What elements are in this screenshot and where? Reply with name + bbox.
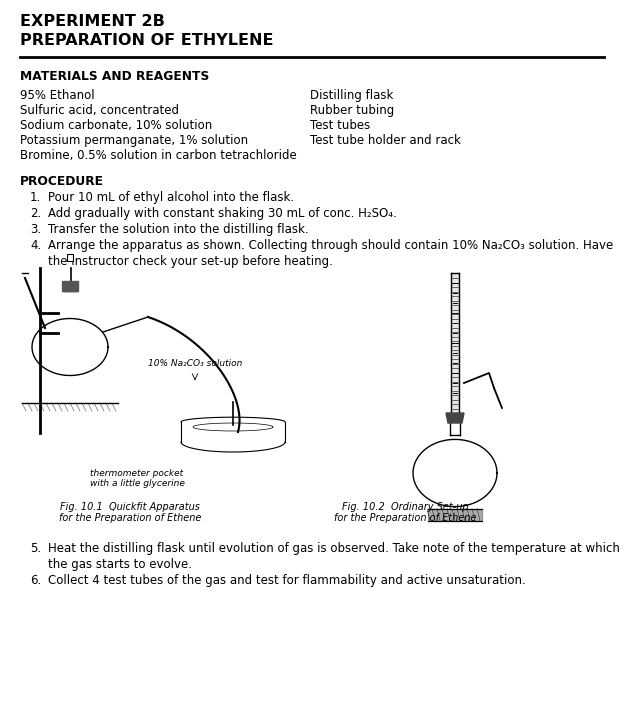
Text: Heat the distilling flask until evolution of gas is observed. Take note of the t: Heat the distilling flask until evolutio… — [48, 542, 620, 555]
Text: Bromine, 0.5% solution in carbon tetrachloride: Bromine, 0.5% solution in carbon tetrach… — [20, 149, 297, 162]
Text: 3.: 3. — [30, 223, 41, 236]
Text: Test tubes: Test tubes — [310, 119, 370, 132]
Text: EXPERIMENT 2B: EXPERIMENT 2B — [20, 14, 165, 29]
Text: with a little glycerine: with a little glycerine — [90, 479, 185, 488]
Bar — [67, 254, 73, 261]
Text: thermometer pocket: thermometer pocket — [90, 469, 183, 478]
Text: 1.: 1. — [30, 191, 41, 204]
Polygon shape — [451, 273, 459, 413]
Text: 95% Ethanol: 95% Ethanol — [20, 89, 95, 102]
Text: the gas starts to evolve.: the gas starts to evolve. — [48, 558, 192, 571]
Text: Add gradually with constant shaking 30 mL of conc. H₂SO₄.: Add gradually with constant shaking 30 m… — [48, 207, 397, 220]
Text: Arrange the apparatus as shown. Collecting through should contain 10% Na₂CO₃ sol: Arrange the apparatus as shown. Collecti… — [48, 239, 613, 252]
Text: for the Preparation of Ethene: for the Preparation of Ethene — [59, 513, 201, 523]
Text: Sodium carbonate, 10% solution: Sodium carbonate, 10% solution — [20, 119, 212, 132]
Text: Pour 10 mL of ethyl alcohol into the flask.: Pour 10 mL of ethyl alcohol into the fla… — [48, 191, 294, 204]
Polygon shape — [428, 509, 482, 521]
Text: MATERIALS AND REAGENTS: MATERIALS AND REAGENTS — [20, 70, 209, 83]
Text: 10% Na₂CO₃ solution: 10% Na₂CO₃ solution — [148, 359, 242, 368]
Text: 6.: 6. — [30, 574, 41, 587]
Text: Transfer the solution into the distilling flask.: Transfer the solution into the distillin… — [48, 223, 309, 236]
Polygon shape — [446, 413, 464, 423]
Text: Potassium permanganate, 1% solution: Potassium permanganate, 1% solution — [20, 134, 248, 147]
Text: Distilling flask: Distilling flask — [310, 89, 393, 102]
Text: PREPARATION OF ETHYLENE: PREPARATION OF ETHYLENE — [20, 33, 273, 48]
Text: Test tube holder and rack: Test tube holder and rack — [310, 134, 461, 147]
Text: Sulfuric acid, concentrated: Sulfuric acid, concentrated — [20, 104, 179, 117]
Text: Fig. 10.2  Ordinary Set-up: Fig. 10.2 Ordinary Set-up — [342, 502, 469, 512]
Text: 5.: 5. — [30, 542, 41, 555]
Text: Collect 4 test tubes of the gas and test for flammability and active unsaturatio: Collect 4 test tubes of the gas and test… — [48, 574, 526, 587]
Text: PROCEDURE: PROCEDURE — [20, 175, 104, 188]
Text: 2.: 2. — [30, 207, 41, 220]
Text: 4.: 4. — [30, 239, 41, 252]
Text: Fig. 10.1  Quickfit Apparatus: Fig. 10.1 Quickfit Apparatus — [60, 502, 200, 512]
Polygon shape — [62, 281, 78, 291]
Text: for the Preparation of Ethene: for the Preparation of Ethene — [334, 513, 476, 523]
Text: Rubber tubing: Rubber tubing — [310, 104, 394, 117]
Text: the instructor check your set-up before heating.: the instructor check your set-up before … — [48, 255, 333, 268]
